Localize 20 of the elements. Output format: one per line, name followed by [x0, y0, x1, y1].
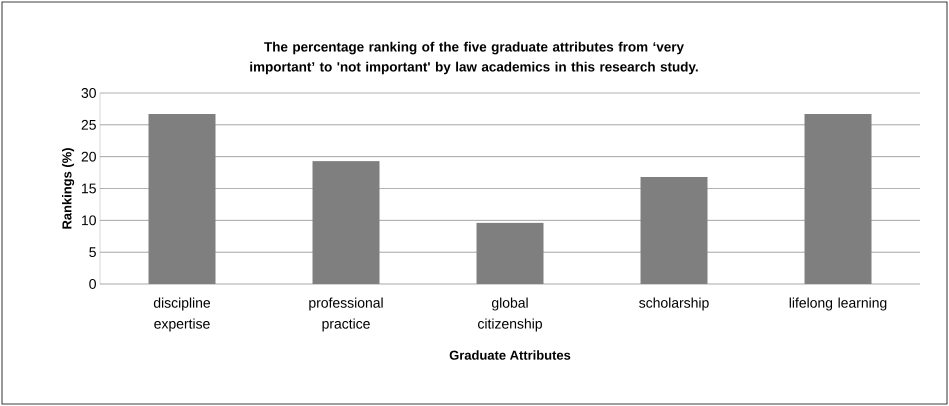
bar	[804, 114, 872, 284]
chart-title: The percentage ranking of the five graduate attributes from ‘very important’ to 'not important' by law academics in this research study.	[250, 42, 698, 74]
bar	[148, 114, 216, 284]
y-tick-label: 25	[82, 120, 96, 130]
bar	[476, 222, 544, 284]
x-axis-title: Graduate Attributes	[450, 350, 570, 360]
y-tick-label: 30	[82, 88, 96, 98]
y-tick-label: 10	[82, 215, 96, 226]
y-tick-label: 20	[82, 152, 96, 162]
bar	[640, 177, 708, 284]
x-tick-label: scholarship	[639, 298, 709, 311]
x-tick-label: discipline expertise	[154, 298, 210, 332]
y-axis-title: Rankings (%)	[62, 148, 74, 229]
y-tick-label: 0	[89, 279, 96, 289]
bar	[312, 161, 380, 284]
y-tick-label: 5	[89, 247, 96, 258]
x-tick-label: lifelong learning	[790, 298, 886, 311]
x-tick-label: global citizenship	[478, 298, 542, 332]
y-tick-label: 15	[82, 184, 96, 194]
x-tick-label: professional practice	[309, 298, 383, 332]
